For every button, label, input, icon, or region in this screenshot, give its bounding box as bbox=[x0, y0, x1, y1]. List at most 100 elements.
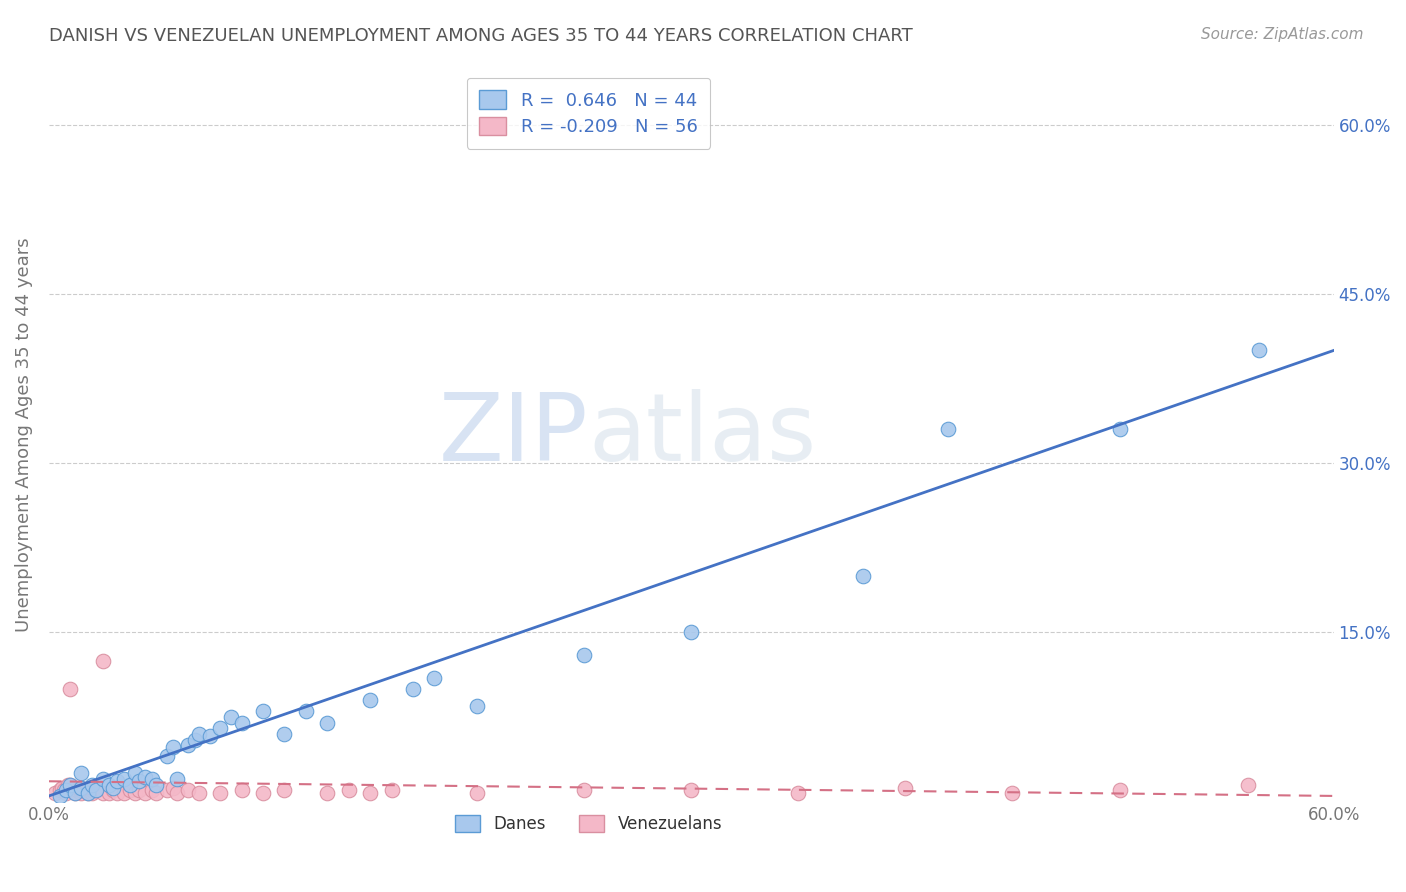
Point bbox=[177, 738, 200, 752]
Point bbox=[80, 786, 103, 800]
Point bbox=[681, 625, 703, 640]
Point bbox=[337, 783, 360, 797]
Point bbox=[252, 704, 274, 718]
Y-axis label: Unemployment Among Ages 35 to 44 years: Unemployment Among Ages 35 to 44 years bbox=[15, 238, 32, 632]
Point bbox=[128, 783, 150, 797]
Point bbox=[59, 681, 82, 696]
Point bbox=[166, 786, 188, 800]
Point bbox=[316, 715, 339, 730]
Point bbox=[380, 783, 402, 797]
Point bbox=[219, 710, 242, 724]
Point bbox=[574, 648, 596, 662]
Point bbox=[681, 783, 703, 797]
Point bbox=[70, 780, 93, 795]
Point bbox=[84, 783, 107, 797]
Point bbox=[1247, 343, 1270, 358]
Point bbox=[48, 789, 70, 803]
Point bbox=[166, 772, 188, 786]
Point bbox=[63, 786, 86, 800]
Text: DANISH VS VENEZUELAN UNEMPLOYMENT AMONG AGES 35 TO 44 YEARS CORRELATION CHART: DANISH VS VENEZUELAN UNEMPLOYMENT AMONG … bbox=[49, 27, 912, 45]
Point bbox=[63, 786, 86, 800]
Point bbox=[80, 783, 103, 797]
Point bbox=[59, 778, 82, 792]
Point bbox=[162, 740, 184, 755]
Point bbox=[80, 780, 103, 795]
Point bbox=[423, 671, 446, 685]
Point bbox=[107, 774, 129, 789]
Point bbox=[252, 786, 274, 800]
Point bbox=[103, 780, 125, 795]
Point bbox=[465, 786, 488, 800]
Point bbox=[124, 786, 146, 800]
Point bbox=[465, 698, 488, 713]
Point bbox=[44, 786, 66, 800]
Text: ZIP: ZIP bbox=[439, 389, 589, 481]
Point bbox=[198, 729, 221, 743]
Point bbox=[402, 681, 425, 696]
Legend: Danes, Venezuelans: Danes, Venezuelans bbox=[443, 803, 734, 845]
Point bbox=[70, 783, 93, 797]
Point bbox=[162, 780, 184, 795]
Point bbox=[59, 783, 82, 797]
Point bbox=[894, 780, 917, 795]
Point bbox=[51, 780, 73, 795]
Point bbox=[128, 774, 150, 789]
Point bbox=[359, 693, 381, 707]
Point bbox=[120, 778, 142, 792]
Point bbox=[156, 749, 179, 764]
Point bbox=[70, 766, 93, 780]
Point bbox=[145, 778, 167, 792]
Point bbox=[231, 715, 253, 730]
Point bbox=[59, 780, 82, 795]
Point bbox=[187, 786, 209, 800]
Point bbox=[359, 786, 381, 800]
Point bbox=[59, 778, 82, 792]
Point bbox=[70, 786, 93, 800]
Point bbox=[156, 783, 179, 797]
Point bbox=[187, 727, 209, 741]
Point bbox=[76, 783, 98, 797]
Point bbox=[70, 783, 93, 797]
Point bbox=[1108, 783, 1130, 797]
Point bbox=[84, 783, 107, 797]
Point bbox=[84, 780, 107, 795]
Point bbox=[120, 783, 142, 797]
Point bbox=[183, 732, 205, 747]
Point bbox=[936, 422, 959, 436]
Point bbox=[209, 721, 232, 735]
Point bbox=[107, 786, 129, 800]
Point bbox=[145, 786, 167, 800]
Point bbox=[97, 786, 120, 800]
Point bbox=[80, 778, 103, 792]
Point bbox=[295, 704, 318, 718]
Text: Source: ZipAtlas.com: Source: ZipAtlas.com bbox=[1201, 27, 1364, 42]
Point bbox=[1108, 422, 1130, 436]
Point bbox=[52, 783, 75, 797]
Point bbox=[273, 783, 295, 797]
Point bbox=[273, 727, 295, 741]
Point bbox=[55, 786, 77, 800]
Point bbox=[76, 786, 98, 800]
Point bbox=[787, 786, 810, 800]
Point bbox=[48, 783, 70, 797]
Point bbox=[141, 783, 163, 797]
Point bbox=[134, 786, 156, 800]
Point bbox=[66, 783, 89, 797]
Point bbox=[97, 778, 120, 792]
Point bbox=[141, 772, 163, 786]
Point bbox=[112, 772, 135, 786]
Point bbox=[231, 783, 253, 797]
Point bbox=[134, 770, 156, 784]
Point bbox=[58, 778, 80, 792]
Point bbox=[177, 783, 200, 797]
Point bbox=[91, 772, 114, 786]
Point bbox=[316, 786, 339, 800]
Point bbox=[1001, 786, 1024, 800]
Point bbox=[1237, 778, 1260, 792]
Point bbox=[209, 786, 232, 800]
Point bbox=[852, 569, 875, 583]
Point bbox=[112, 786, 135, 800]
Point bbox=[70, 780, 93, 795]
Text: atlas: atlas bbox=[589, 389, 817, 481]
Point bbox=[91, 654, 114, 668]
